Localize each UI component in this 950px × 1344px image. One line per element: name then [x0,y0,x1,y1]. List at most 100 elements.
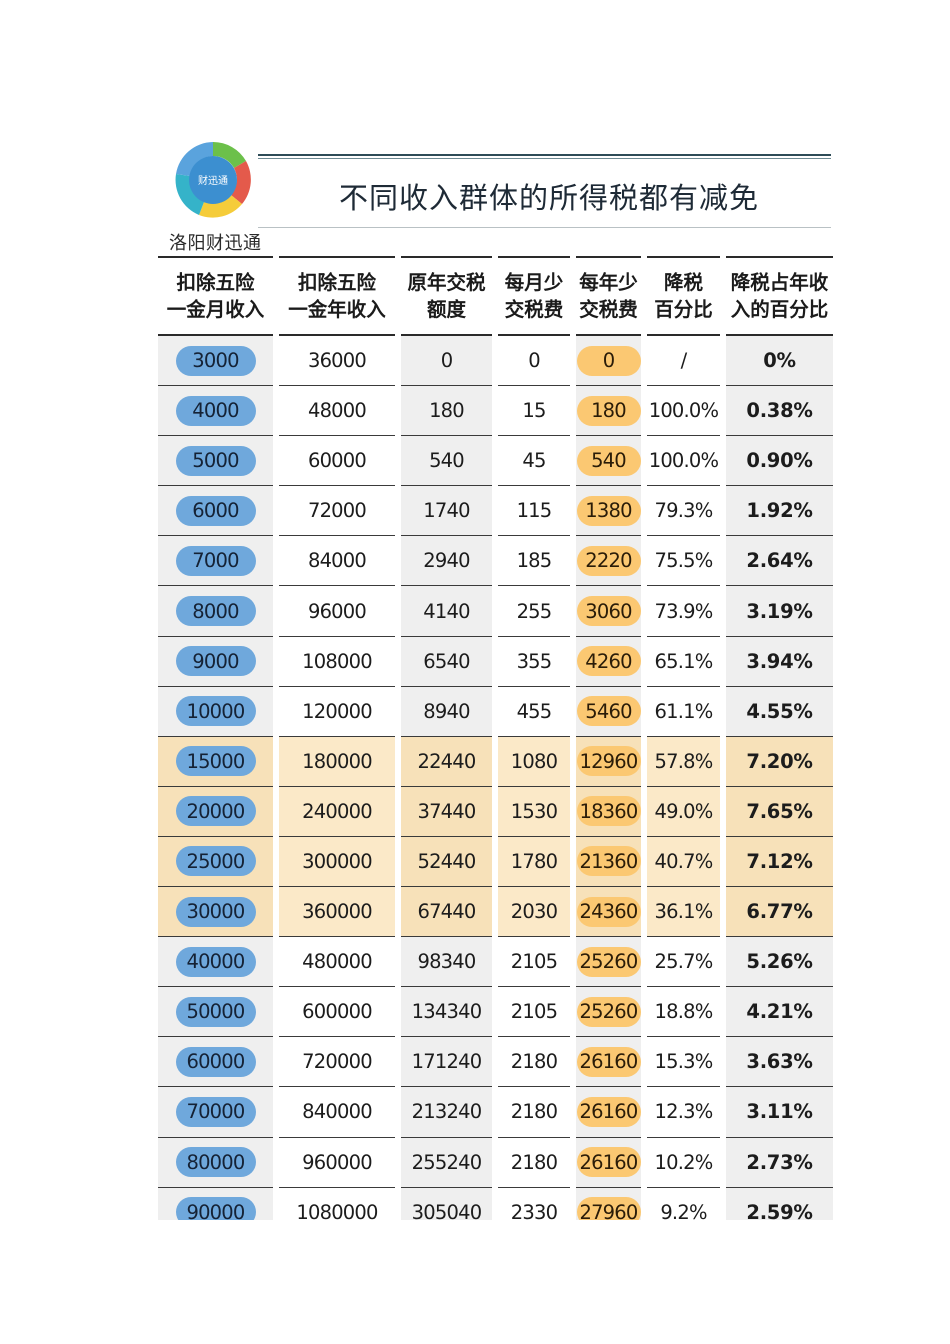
cell-share-of-income: 1.92% [726,486,833,537]
cell-annual-income: 960000 [279,1138,395,1188]
table-row: 30000 360000 67440 2030 24360 36.1% 6.77… [158,887,833,938]
cell-monthly-saving: 2180 [498,1138,570,1188]
cell-annual-income: 480000 [279,937,395,988]
cell-original-tax: 305040 [401,1187,492,1220]
cell-annual-saving: 180 [576,386,641,437]
cell-annual-saving: 4260 [576,636,641,687]
cell-annual-saving: 26160 [576,1087,641,1138]
cell-annual-income: 300000 [279,836,395,888]
table-row: 80000 960000 255240 2180 26160 10.2% 2.7… [158,1137,833,1188]
cell-monthly-saving: 185 [498,536,570,587]
cell-monthly-income: 80000 [158,1137,273,1188]
annual-saving-pill: 5460 [576,696,641,727]
cell-annual-saving: 3060 [576,586,641,637]
cell-cut-percentage: 79.3% [647,486,720,537]
cell-monthly-income: 25000 [158,836,273,888]
header-original-tax: 原年交税 额度 [401,256,492,336]
cell-cut-percentage: 9.2% [647,1188,720,1220]
cell-annual-saving: 25260 [576,937,641,988]
cell-monthly-saving: 255 [498,586,570,637]
annual-saving-pill: 25260 [576,996,641,1027]
cell-original-tax: 4140 [401,586,492,637]
cell-original-tax: 22440 [401,736,492,787]
cell-monthly-income: 60000 [158,1037,273,1088]
annual-saving-pill: 18360 [576,796,641,827]
cell-share-of-income: 6.77% [726,887,833,938]
title-bottom-rule [258,227,831,228]
cell-cut-percentage: 61.1% [647,687,720,737]
cell-monthly-saving: 1530 [498,786,570,837]
cell-share-of-income: 3.94% [726,636,833,687]
cell-monthly-income: 10000 [158,686,273,737]
cell-monthly-income: 20000 [158,786,273,837]
cell-annual-income: 240000 [279,786,395,837]
cell-monthly-income: 3000 [158,336,273,387]
table-row: 9000 108000 6540 355 4260 65.1% 3.94% [158,636,833,687]
annual-saving-pill: 26160 [576,1096,641,1127]
cell-monthly-saving: 1780 [498,836,570,888]
cell-monthly-saving: 2105 [498,987,570,1038]
cell-annual-saving: 2220 [576,536,641,587]
cell-annual-income: 120000 [279,687,395,737]
cell-original-tax: 540 [401,436,492,487]
annual-saving-pill: 0 [576,345,641,376]
monthly-income-pill: 7000 [175,545,256,576]
table-row: 5000 60000 540 45 540 100.0% 0.90% [158,436,833,487]
cell-share-of-income: 7.20% [726,736,833,787]
cell-share-of-income: 2.59% [726,1187,833,1220]
cell-monthly-saving: 2030 [498,887,570,938]
cell-annual-income: 60000 [279,436,395,487]
monthly-income-pill: 80000 [175,1147,256,1178]
cell-monthly-saving: 15 [498,386,570,437]
table-row: 25000 300000 52440 1780 21360 40.7% 7.12… [158,836,833,888]
title-top-rule [258,154,831,159]
table-row: 50000 600000 134340 2105 25260 18.8% 4.2… [158,987,833,1038]
cell-monthly-income: 50000 [158,987,273,1038]
cell-original-tax: 171240 [401,1037,492,1088]
cell-monthly-saving: 1080 [498,736,570,787]
cell-annual-saving: 24360 [576,887,641,938]
monthly-income-pill: 15000 [175,746,256,777]
monthly-income-pill: 30000 [175,896,256,927]
cell-monthly-saving: 115 [498,486,570,537]
cell-share-of-income: 4.21% [726,987,833,1038]
table-row: 6000 72000 1740 115 1380 79.3% 1.92% [158,486,833,537]
cell-cut-percentage: 36.1% [647,887,720,938]
cell-cut-percentage: 49.0% [647,786,720,837]
cell-share-of-income: 7.65% [726,786,833,837]
cell-original-tax: 1740 [401,486,492,537]
cell-original-tax: 6540 [401,636,492,687]
table-row: 20000 240000 37440 1530 18360 49.0% 7.65… [158,786,833,837]
cell-annual-income: 840000 [279,1087,395,1138]
cell-annual-income: 84000 [279,536,395,587]
monthly-income-pill: 50000 [175,996,256,1027]
cell-share-of-income: 3.19% [726,586,833,637]
annual-saving-pill: 3060 [576,596,641,627]
cell-annual-saving: 21360 [576,836,641,888]
cell-monthly-saving: 2105 [498,937,570,988]
cell-annual-saving: 12960 [576,736,641,787]
annual-saving-pill: 540 [576,445,641,476]
cell-annual-income: 48000 [279,386,395,437]
table-row: 8000 96000 4140 255 3060 73.9% 3.19% [158,586,833,637]
table-row: 4000 48000 180 15 180 100.0% 0.38% [158,386,833,437]
cell-original-tax: 98340 [401,937,492,988]
cell-original-tax: 67440 [401,887,492,938]
annual-saving-pill: 12960 [576,746,641,777]
cell-annual-saving: 18360 [576,786,641,837]
cell-monthly-saving: 2180 [498,1087,570,1138]
cell-cut-percentage: 40.7% [647,836,720,888]
monthly-income-pill: 60000 [175,1046,256,1077]
table-row: 90000 1080000 305040 2330 27960 9.2% 2.5… [158,1187,833,1220]
cell-monthly-income: 15000 [158,736,273,787]
cell-annual-income: 36000 [279,336,395,387]
cell-annual-saving: 1380 [576,486,641,537]
cell-annual-saving: 26160 [576,1037,641,1088]
cell-annual-saving: 27960 [576,1187,641,1220]
annual-saving-pill: 27960 [576,1197,641,1220]
cell-monthly-income: 90000 [158,1187,273,1220]
header-monthly-saving: 每月少 交税费 [498,256,570,336]
monthly-income-pill: 70000 [175,1096,256,1127]
cell-monthly-income: 9000 [158,636,273,687]
cell-cut-percentage: 15.3% [647,1037,720,1088]
